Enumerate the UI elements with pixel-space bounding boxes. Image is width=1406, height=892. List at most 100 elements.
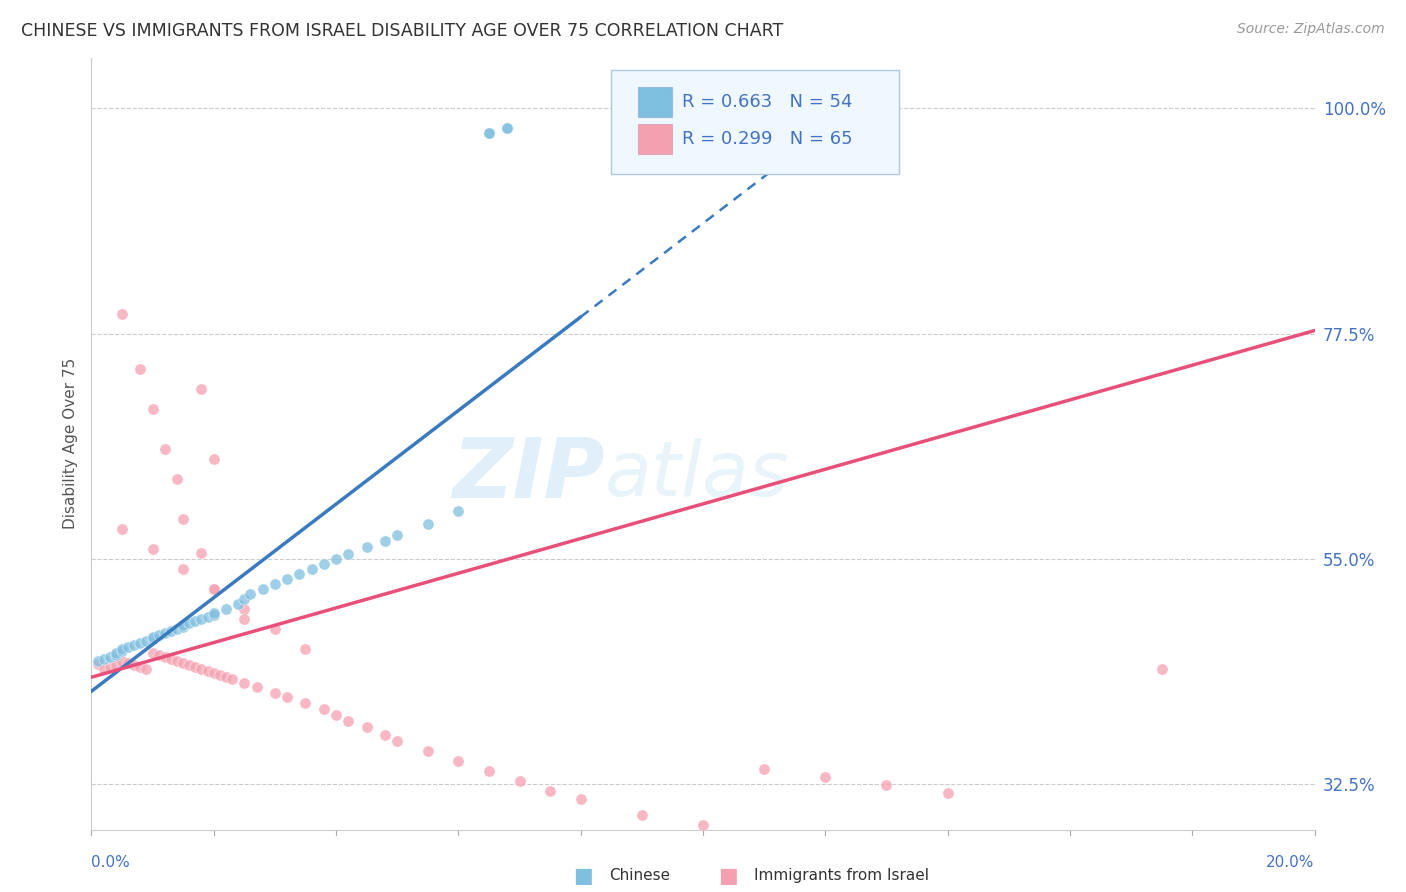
Point [416, 744, 439, 758]
Point [104, 646, 127, 660]
Point [337, 714, 360, 729]
Point [129, 660, 152, 674]
Bar [638, 124, 672, 154]
Point [129, 361, 152, 376]
Point [692, 817, 714, 831]
Point [509, 774, 531, 789]
Point [264, 686, 287, 700]
Point [233, 676, 256, 690]
Point [356, 540, 378, 554]
Point [264, 577, 287, 591]
Point [190, 382, 212, 396]
Text: Chinese: Chinese [609, 869, 669, 883]
Point [276, 572, 298, 586]
Point [148, 628, 170, 642]
Point [153, 626, 176, 640]
Point [416, 516, 439, 531]
Point [202, 451, 225, 466]
Point [190, 546, 212, 560]
Point [166, 472, 188, 486]
Point [252, 582, 274, 596]
Point [478, 126, 501, 140]
Point [98, 650, 121, 665]
Point [172, 657, 194, 671]
Point [172, 620, 194, 634]
Point [184, 660, 207, 674]
Point [141, 630, 163, 644]
Point [179, 616, 201, 631]
Point [166, 654, 188, 668]
Point [276, 690, 298, 705]
Point [111, 522, 134, 536]
Point [129, 636, 152, 650]
Point [190, 612, 212, 626]
Text: R = 0.663   N = 54: R = 0.663 N = 54 [682, 93, 852, 111]
Point [141, 401, 163, 416]
Point [496, 121, 519, 136]
Point [233, 592, 256, 607]
Bar [638, 87, 672, 118]
Point [208, 668, 231, 682]
Text: Immigrants from Israel: Immigrants from Israel [754, 869, 928, 883]
Point [141, 632, 163, 647]
Point [135, 634, 157, 648]
Point [264, 622, 287, 636]
Point [337, 547, 360, 561]
Point [122, 638, 145, 652]
Point [478, 126, 501, 140]
Point [197, 665, 219, 679]
Point [215, 602, 238, 616]
Point [153, 442, 176, 456]
Point [301, 562, 323, 576]
Point [153, 650, 176, 665]
Point [160, 624, 183, 639]
Point [631, 807, 654, 822]
Point [202, 608, 225, 623]
Point [374, 728, 396, 742]
Point [184, 614, 207, 628]
Point [447, 504, 470, 518]
Point [197, 610, 219, 624]
Point [936, 787, 959, 801]
Text: atlas: atlas [605, 438, 790, 512]
Point [117, 640, 139, 655]
Text: CHINESE VS IMMIGRANTS FROM ISRAEL DISABILITY AGE OVER 75 CORRELATION CHART: CHINESE VS IMMIGRANTS FROM ISRAEL DISABI… [21, 22, 783, 40]
Point [179, 658, 201, 673]
Point [98, 660, 121, 674]
Point [239, 587, 262, 601]
Point [172, 618, 194, 632]
Point [478, 764, 501, 779]
Point [754, 763, 776, 777]
Point [294, 696, 316, 710]
Point [233, 602, 256, 616]
Point [111, 306, 134, 320]
Point [538, 784, 561, 798]
FancyBboxPatch shape [612, 70, 898, 174]
Point [814, 771, 837, 785]
Text: ZIP: ZIP [453, 434, 605, 516]
Point [1150, 662, 1173, 676]
Point [93, 662, 115, 676]
Point [245, 680, 267, 694]
Point [104, 658, 127, 673]
Point [325, 552, 347, 566]
Point [111, 642, 134, 657]
Point [569, 792, 592, 806]
Text: ■: ■ [718, 866, 738, 886]
Point [226, 597, 249, 611]
Point [172, 562, 194, 576]
Point [86, 654, 108, 668]
Point [104, 648, 127, 663]
Point [86, 657, 108, 672]
Point [166, 622, 188, 636]
Text: Source: ZipAtlas.com: Source: ZipAtlas.com [1237, 22, 1385, 37]
Point [374, 533, 396, 548]
Point [447, 755, 470, 769]
Point [172, 512, 194, 526]
Y-axis label: Disability Age Over 75: Disability Age Over 75 [62, 359, 77, 529]
Point [385, 734, 409, 748]
Point [215, 670, 238, 684]
Point [122, 658, 145, 673]
Point [160, 652, 183, 666]
Point [294, 642, 316, 657]
